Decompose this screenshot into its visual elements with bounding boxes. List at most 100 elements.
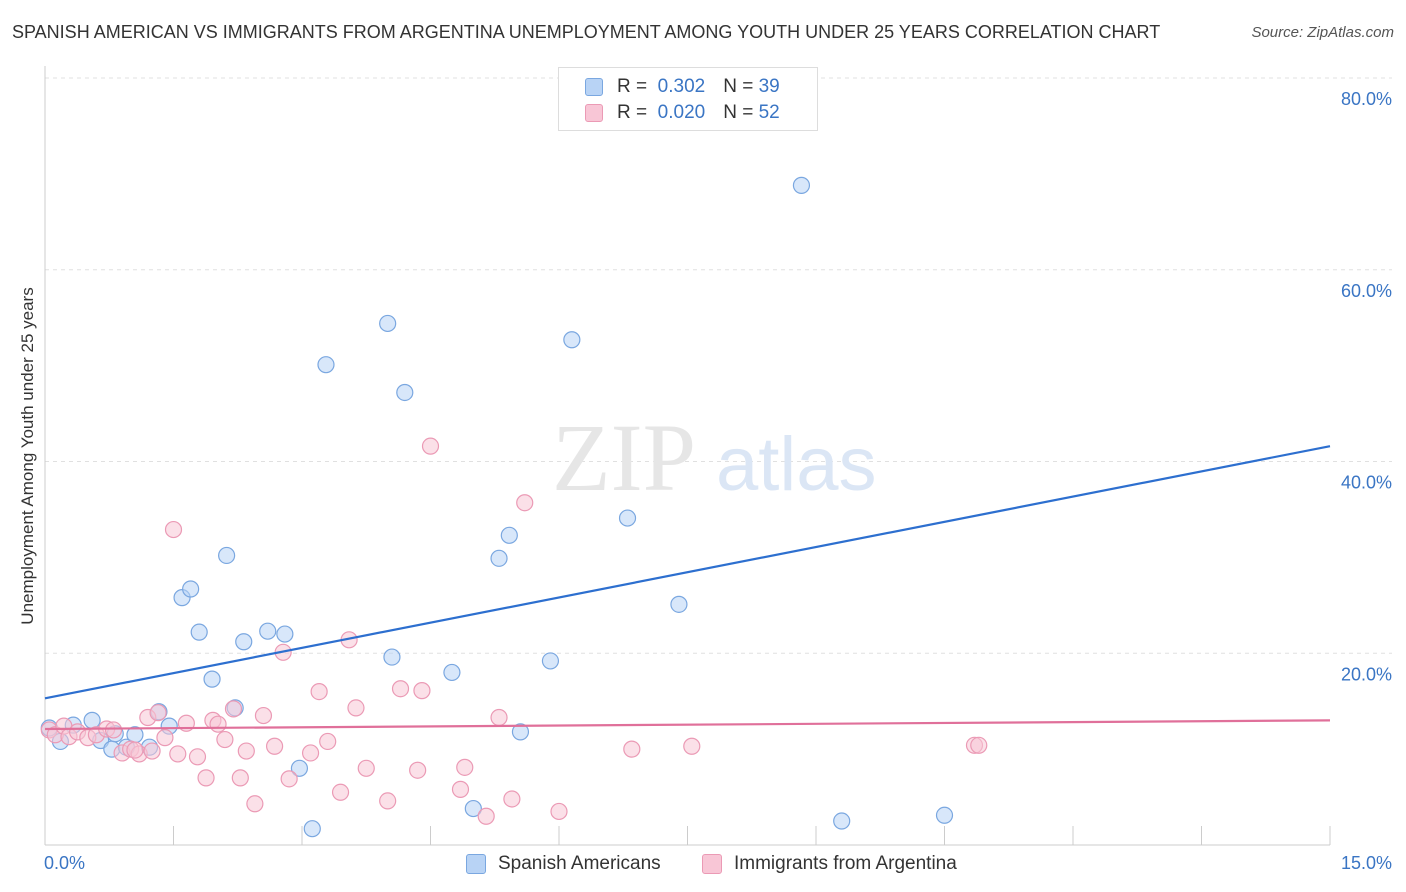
- point-spanish-americans: [317, 356, 335, 374]
- point-spanish-americans: [563, 331, 581, 349]
- point-immigrants-argentina: [310, 682, 328, 701]
- chart-source: Source: ZipAtlas.com: [1251, 24, 1394, 41]
- point-spanish-americans: [290, 759, 309, 777]
- legend-r-label: R =: [617, 76, 648, 97]
- trend-layer: [44, 445, 1331, 731]
- point-spanish-americans: [464, 799, 482, 818]
- point-immigrants-argentina: [683, 737, 701, 755]
- point-immigrants-argentina: [246, 795, 264, 813]
- point-immigrants-argentina: [550, 802, 568, 821]
- point-spanish-americans: [792, 176, 811, 194]
- watermark: ZIP atlas: [552, 404, 877, 511]
- bottom-legend-immigrants-argentina: Immigrants from Argentina: [702, 852, 957, 876]
- legend-n-label: N =: [723, 102, 754, 123]
- point-spanish-americans: [383, 648, 401, 666]
- point-spanish-americans: [303, 820, 321, 838]
- legend-n-label: N =: [723, 76, 754, 97]
- legend-n-value: 52: [758, 102, 780, 123]
- point-immigrants-argentina: [379, 792, 397, 810]
- point-spanish-americans: [490, 549, 508, 567]
- point-immigrants-argentina: [156, 729, 174, 747]
- point-immigrants-argentina: [254, 706, 273, 725]
- point-immigrants-argentina: [224, 700, 243, 718]
- point-immigrants-argentina: [409, 761, 427, 779]
- point-immigrants-argentina: [197, 769, 215, 787]
- points-layer: [40, 176, 988, 838]
- x-tick-label: 0.0%: [44, 853, 85, 873]
- point-immigrants-argentina: [126, 741, 144, 759]
- bottom-legend-label: Immigrants from Argentina: [734, 853, 957, 874]
- point-immigrants-argentina: [209, 715, 227, 733]
- point-spanish-americans: [83, 711, 101, 729]
- point-spanish-americans: [500, 526, 518, 544]
- point-spanish-americans: [618, 509, 637, 527]
- trend-line-spanish-americans: [44, 445, 1331, 700]
- point-immigrants-argentina: [477, 807, 495, 825]
- point-immigrants-argentina: [456, 758, 474, 776]
- x-tick-label: 15.0%: [1341, 853, 1392, 873]
- point-immigrants-argentina: [391, 680, 410, 698]
- point-immigrants-argentina: [143, 742, 161, 760]
- y-tick-label: 20.0%: [1341, 664, 1392, 684]
- point-spanish-americans: [443, 663, 461, 682]
- point-immigrants-argentina: [231, 769, 249, 787]
- point-spanish-americans: [276, 625, 294, 643]
- point-immigrants-argentina: [413, 682, 431, 700]
- point-spanish-americans: [203, 670, 221, 688]
- y-tick-label: 60.0%: [1341, 281, 1392, 301]
- point-spanish-americans: [670, 595, 688, 613]
- point-immigrants-argentina: [265, 737, 284, 755]
- point-immigrants-argentina: [421, 437, 440, 455]
- point-spanish-americans: [218, 546, 236, 565]
- point-immigrants-argentina: [301, 744, 320, 762]
- point-spanish-americans: [190, 623, 208, 641]
- chart-title: SPANISH AMERICAN VS IMMIGRANTS FROM ARGE…: [12, 22, 1161, 42]
- legend-r-label: R =: [617, 102, 648, 123]
- point-immigrants-argentina: [451, 780, 470, 798]
- point-immigrants-argentina: [347, 699, 365, 717]
- point-spanish-americans: [541, 652, 560, 670]
- legend-box: R = 0.302 N = 39 R = 0.020 N = 52: [558, 67, 818, 131]
- bottom-legend-spanish-americans: Spanish Americans: [466, 852, 661, 876]
- legend-swatch-pink: [585, 104, 603, 122]
- legend-row-spanish-americans: R = 0.302 N = 39: [585, 75, 780, 99]
- legend-r-value: 0.302: [657, 76, 706, 97]
- legend-swatch-blue: [585, 78, 603, 96]
- point-immigrants-argentina: [169, 745, 187, 763]
- watermark-zip: ZIP: [552, 404, 696, 511]
- point-spanish-americans: [379, 314, 397, 333]
- point-immigrants-argentina: [104, 721, 123, 739]
- legend-r-value: 0.020: [657, 102, 706, 123]
- bottom-legend-swatch-blue: [466, 854, 486, 874]
- point-immigrants-argentina: [216, 730, 234, 749]
- point-immigrants-argentina: [149, 704, 167, 722]
- axis-layer: [44, 66, 1331, 846]
- point-spanish-americans: [396, 383, 414, 402]
- point-immigrants-argentina: [490, 708, 508, 727]
- point-immigrants-argentina: [164, 520, 183, 539]
- tick-label-layer: 20.0% 40.0% 60.0% 80.0% 0.0% 15.0%: [44, 89, 1392, 873]
- legend-row-immigrants-argentina: R = 0.020 N = 52: [585, 101, 780, 125]
- point-immigrants-argentina: [970, 736, 988, 754]
- point-immigrants-argentina: [331, 783, 350, 801]
- bottom-legend-swatch-pink: [702, 854, 722, 874]
- point-immigrants-argentina: [503, 790, 521, 808]
- point-immigrants-argentina: [188, 748, 207, 766]
- point-spanish-americans: [182, 580, 200, 598]
- trend-line-immigrants-argentina: [44, 719, 1331, 731]
- y-tick-label: 80.0%: [1341, 89, 1392, 109]
- point-spanish-americans: [935, 806, 954, 824]
- y-tick-label: 40.0%: [1341, 473, 1392, 493]
- point-immigrants-argentina: [280, 770, 298, 788]
- y-axis-label: Unemployment Among Youth under 25 years: [18, 287, 37, 625]
- watermark-atlas: atlas: [716, 422, 877, 507]
- point-spanish-americans: [833, 812, 851, 830]
- point-immigrants-argentina: [237, 742, 255, 760]
- point-immigrants-argentina: [357, 759, 375, 777]
- point-immigrants-argentina: [623, 740, 641, 758]
- bottom-legend-label: Spanish Americans: [498, 853, 661, 874]
- point-immigrants-argentina: [516, 494, 534, 512]
- point-spanish-americans: [259, 622, 277, 640]
- legend-n-value: 39: [758, 76, 780, 97]
